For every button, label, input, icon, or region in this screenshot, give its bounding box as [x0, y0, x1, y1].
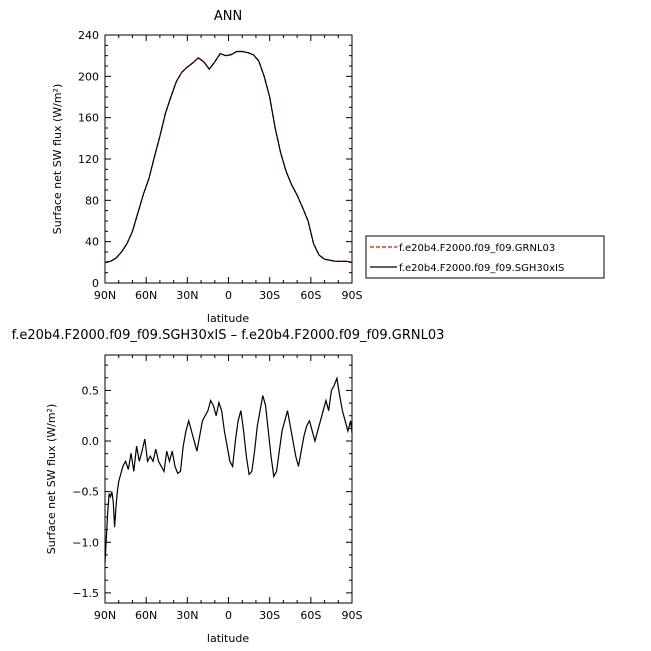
top-y-tick-label: 80 — [85, 194, 99, 207]
top-ticks — [104, 34, 353, 284]
legend-label-sgh30xis: f.e20b4.F2000.f09_f09.SGH30xIS — [399, 263, 564, 274]
legend: f.e20b4.F2000.f09_f09.GRNL03 f.e20b4.F20… — [365, 235, 605, 279]
bottom-x-tick-labels: 90N 60N 30N 0 30S 60S 90S — [94, 609, 363, 622]
bottom-x-tick-label: 90N — [94, 609, 116, 622]
top-y-tick-label: 40 — [85, 236, 99, 249]
difference-line — [104, 375, 353, 563]
bottom-x-tick-label: 30N — [176, 609, 198, 622]
top-panel: ANN 90N 60N 30N 0 30S 60S 90S 0 40 80 120 160 200 24… — [51, 9, 363, 325]
top-x-tick-label: 30N — [176, 289, 198, 302]
bottom-y-tick-labels: −1.5 −1.0 −0.5 0.0 0.5 — [72, 384, 99, 599]
top-y-tick-label: 240 — [78, 29, 99, 42]
top-x-tick-label: 60N — [135, 289, 157, 302]
top-x-tick-label: 90N — [94, 289, 116, 302]
top-y-tick-label: 200 — [78, 70, 99, 83]
legend-box — [365, 235, 605, 279]
bottom-y-tick-label: 0.0 — [82, 435, 100, 448]
top-y-tick-label: 120 — [78, 153, 99, 166]
top-x-tick-label: 30S — [259, 289, 280, 302]
top-x-tick-label: 60S — [300, 289, 321, 302]
top-plot-title: ANN — [214, 9, 242, 24]
bottom-x-axis-title: latitude — [207, 632, 249, 645]
bottom-y-tick-label: −1.0 — [72, 536, 99, 549]
top-x-axis-title: latitude — [207, 312, 249, 325]
top-y-axis-title: Surface net SW flux (W/m²) — [51, 84, 64, 235]
bottom-y-tick-label: −1.5 — [72, 587, 99, 600]
top-y-tick-label: 160 — [78, 112, 99, 125]
bottom-plot-frame — [104, 354, 353, 604]
top-x-tick-label: 90S — [342, 289, 363, 302]
bottom-y-axis-title: Surface net SW flux (W/m²) — [45, 404, 58, 555]
series-line-sgh30xis — [104, 50, 353, 263]
bottom-y-tick-label: 0.5 — [82, 384, 100, 397]
bottom-x-tick-label: 0 — [225, 609, 232, 622]
bottom-panel: f.e20b4.F2000.f09_f09.SGH30xIS – f.e20b4… — [12, 328, 445, 645]
bottom-x-tick-label: 60S — [300, 609, 321, 622]
top-x-tick-label: 0 — [225, 289, 232, 302]
bottom-plot-title: f.e20b4.F2000.f09_f09.SGH30xIS – f.e20b4… — [12, 328, 445, 343]
bottom-x-tick-label: 60N — [135, 609, 157, 622]
bottom-ticks — [104, 355, 353, 603]
top-y-tick-labels: 0 40 80 120 160 200 240 — [78, 29, 99, 290]
bottom-x-tick-label: 90S — [342, 609, 363, 622]
bottom-y-tick-label: −0.5 — [72, 486, 99, 499]
legend-label-grnl03: f.e20b4.F2000.f09_f09.GRNL03 — [399, 243, 555, 254]
series-line-grnl03 — [104, 50, 353, 263]
top-x-tick-labels: 90N 60N 30N 0 30S 60S 90S — [94, 289, 363, 302]
bottom-x-tick-label: 30S — [259, 609, 280, 622]
top-y-tick-label: 0 — [92, 277, 99, 290]
